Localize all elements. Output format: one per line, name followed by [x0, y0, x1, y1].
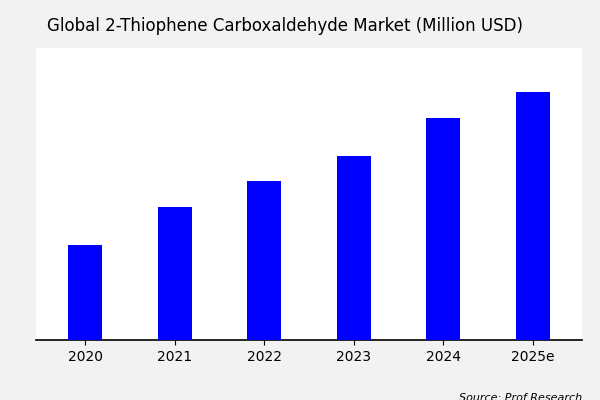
- Bar: [158, 207, 192, 340]
- Bar: [68, 245, 102, 340]
- Text: Source: Prof Research: Source: Prof Research: [459, 392, 582, 400]
- Bar: [516, 92, 550, 340]
- Bar: [426, 118, 460, 340]
- Bar: [247, 181, 281, 340]
- Bar: [337, 156, 371, 340]
- Text: Global 2-Thiophene Carboxaldehyde Market (Million USD): Global 2-Thiophene Carboxaldehyde Market…: [47, 17, 523, 35]
